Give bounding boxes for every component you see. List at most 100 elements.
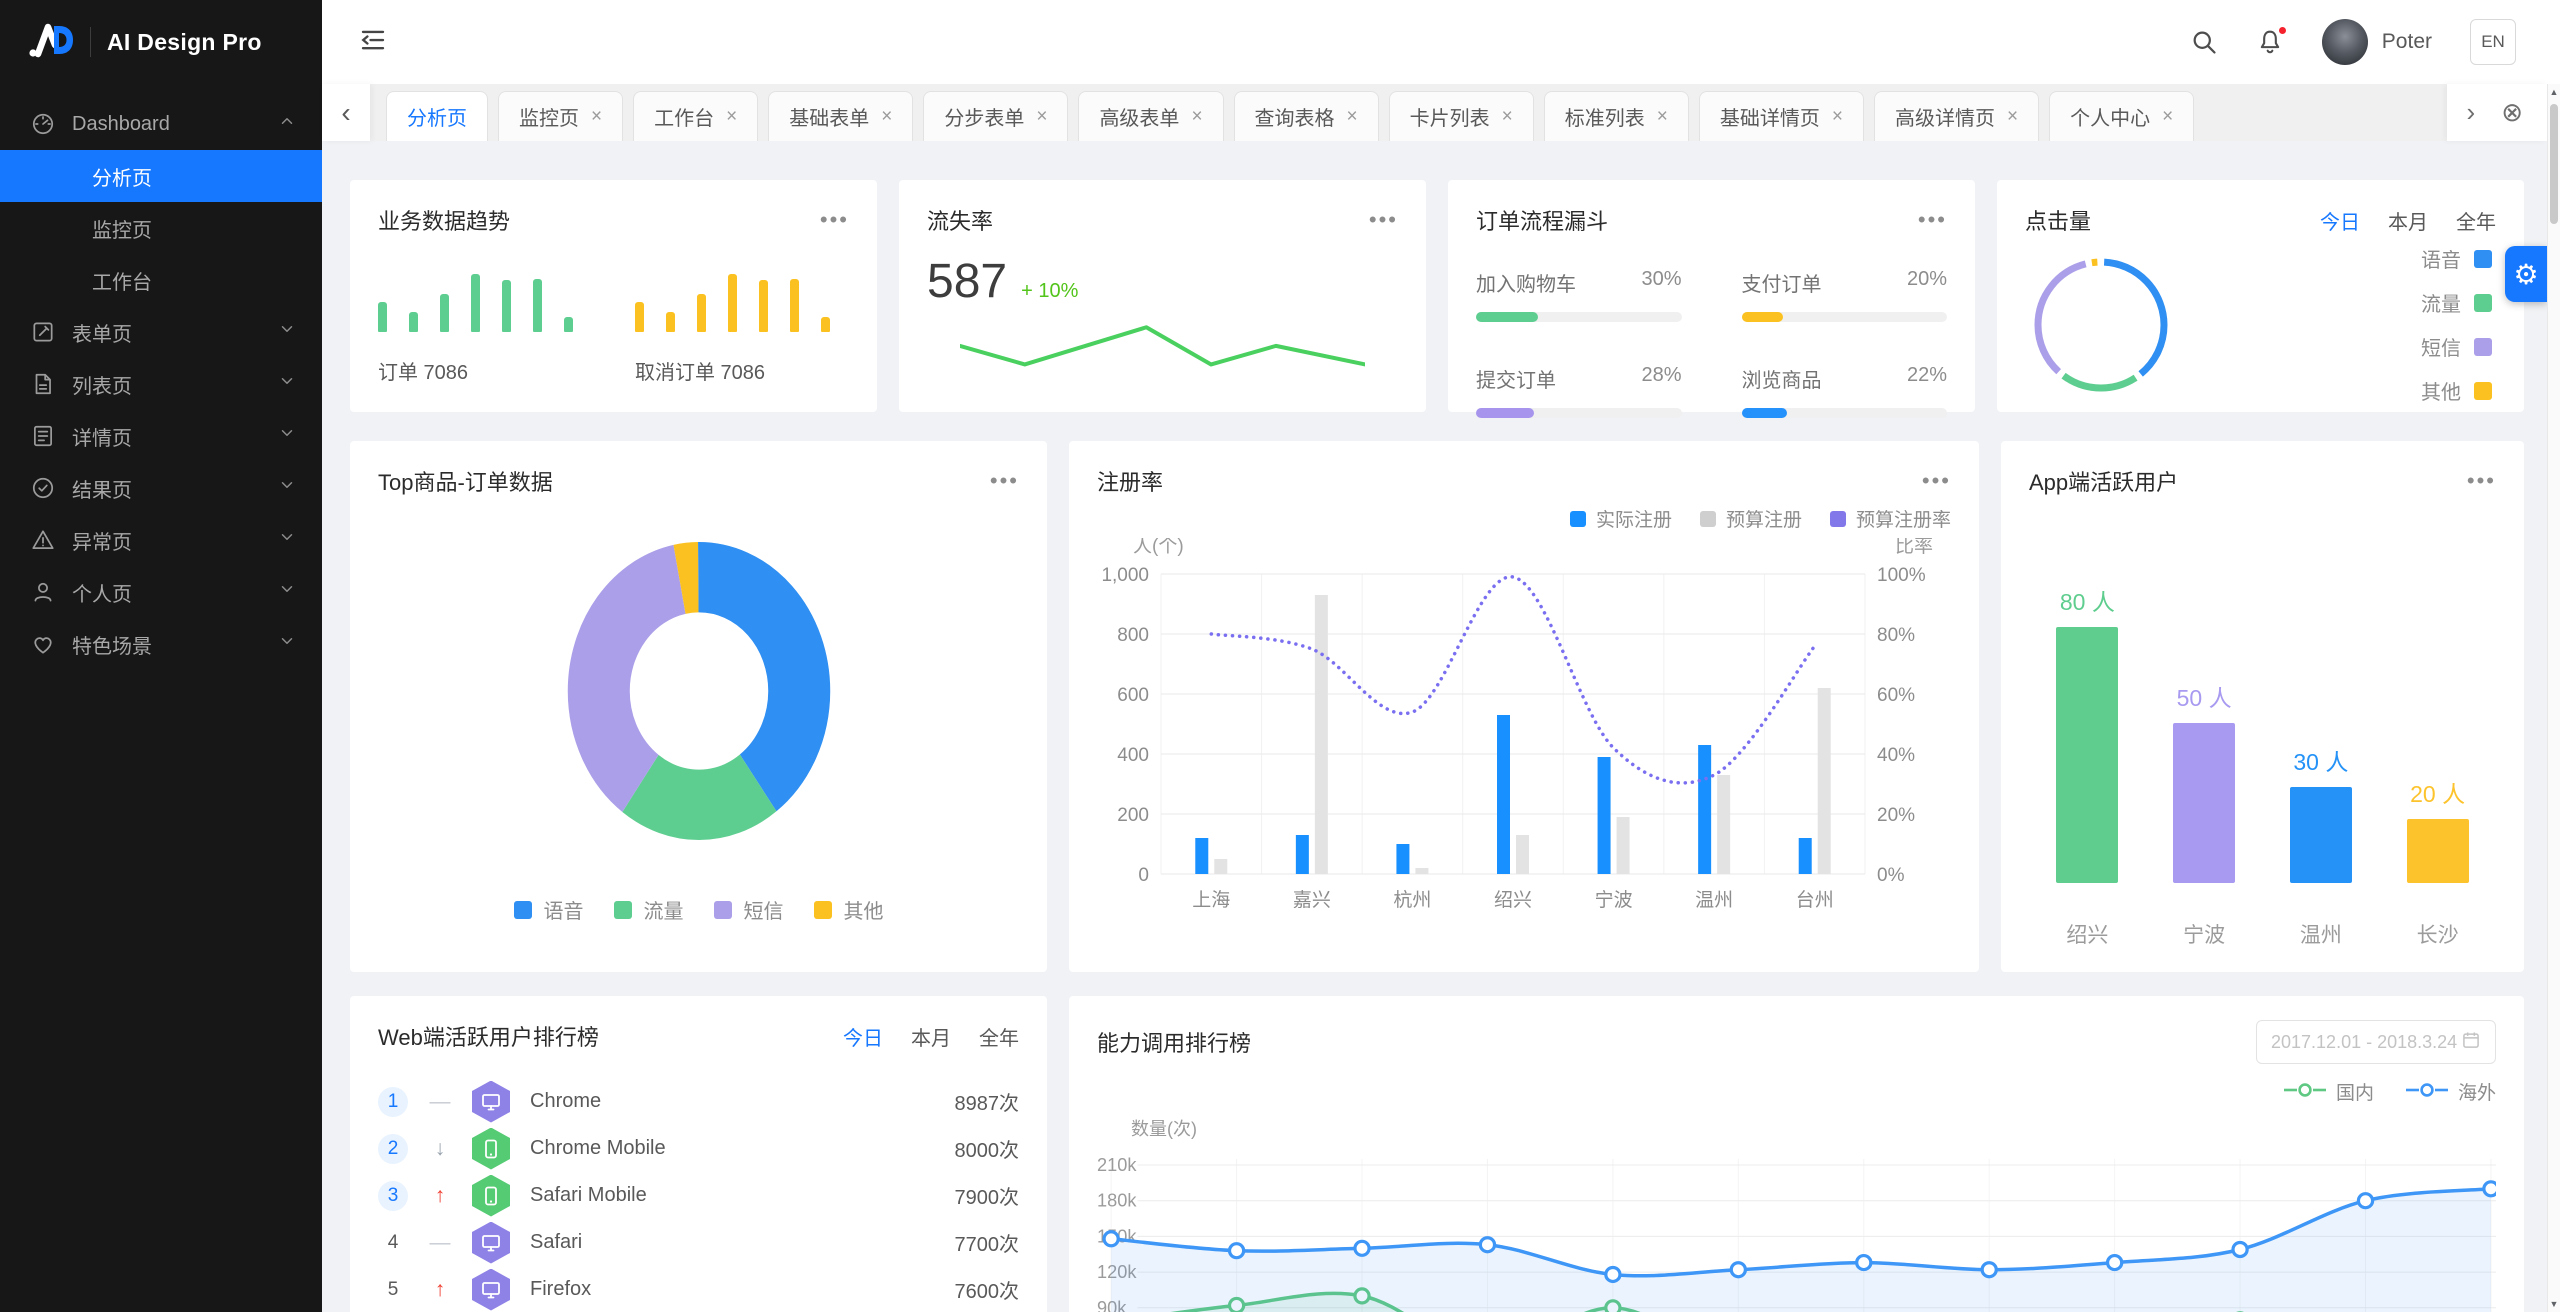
language-switcher[interactable]: EN [2470, 19, 2516, 65]
brand-logo[interactable]: AI Design Pro [0, 0, 322, 84]
sidebar-item-列表页[interactable]: 列表页 [0, 358, 322, 410]
more-icon[interactable]: ••• [1917, 207, 1947, 232]
sidebar-item-label: 结果页 [72, 479, 132, 502]
tab-监控页[interactable]: 监控页 × [498, 91, 624, 141]
tab-close-icon[interactable]: × [1656, 105, 1668, 127]
desktop-icon [472, 1080, 510, 1123]
ranking-row-Chrome[interactable]: 1 — Chrome 8987次 [378, 1078, 1019, 1125]
sidebar-item-结果页[interactable]: 结果页 [0, 462, 322, 514]
ranking-row-Safari Mobile[interactable]: 3 ↑ Safari Mobile 7900次 [378, 1172, 1019, 1219]
tabs-scroll-right-button[interactable]: › [2466, 97, 2476, 127]
bar [378, 301, 387, 332]
tab-工作台[interactable]: 工作台 × [633, 91, 759, 141]
tab-卡片列表[interactable]: 卡片列表 × [1388, 91, 1534, 141]
card-title: 业务数据趋势 [378, 209, 511, 234]
sidebar-item-异常页[interactable]: 异常页 [0, 514, 322, 566]
ranking-row-Safari[interactable]: 4 — Safari 7700次 [378, 1219, 1019, 1266]
segment-语音 [2034, 258, 2168, 391]
tab-close-icon[interactable]: × [2006, 105, 2019, 127]
search-icon[interactable] [2190, 28, 2218, 56]
sidebar-subitem-label: 工作台 [92, 271, 152, 294]
sidebar-item-监控页[interactable]: 监控页 [0, 202, 322, 254]
tab-close-icon[interactable]: × [1036, 105, 1048, 127]
filter-全年[interactable]: 全年 [979, 1027, 1019, 1050]
tabs-scroll-left-button[interactable]: ‹ [322, 84, 370, 141]
more-icon[interactable]: ••• [819, 207, 849, 232]
tab-close-icon[interactable]: × [1346, 105, 1358, 127]
legend-label: 流量 [2421, 294, 2461, 316]
tab-基础详情页[interactable]: 基础详情页 × [1698, 91, 1864, 141]
sidebar-item-个人页[interactable]: 个人页 [0, 566, 322, 618]
legend-item-预算注册: 预算注册 [1699, 505, 1802, 532]
ranking-row-Firefox[interactable]: 5 ↑ Firefox 7600次 [378, 1266, 1019, 1312]
sidebar-subitem-label: 分析页 [92, 167, 152, 190]
tab-close-icon[interactable]: × [2162, 105, 2174, 127]
legend-item-短信: 短信 [2421, 332, 2492, 361]
rank-badge: 3 [378, 1180, 408, 1211]
user-menu[interactable]: Poter [2321, 19, 2432, 65]
card-order-funnel: 订单流程漏斗 ••• 加入购物车 30% 支付订单 20% 提交订单 28% 浏览商品 22% [1448, 180, 1975, 418]
card-title: 流失率 [927, 209, 994, 234]
sidebar-item-Dashboard[interactable]: Dashboard [0, 98, 322, 150]
sidebar-item-label: 异常页 [72, 531, 132, 554]
more-icon[interactable]: ••• [989, 468, 1019, 493]
sidebar-item-表单页[interactable]: 表单页 [0, 306, 322, 358]
more-icon[interactable]: ••• [1368, 207, 1398, 232]
filter-今日[interactable]: 今日 [2320, 211, 2360, 234]
scrollbar-up-arrow[interactable]: ▲ [2549, 87, 2559, 97]
user-icon [30, 579, 56, 605]
menu-fold-icon[interactable] [358, 25, 388, 60]
topbar: Poter EN [322, 0, 2560, 84]
notifications-bell-icon[interactable] [2256, 25, 2288, 56]
sidebar-item-工作台[interactable]: 工作台 [0, 254, 322, 306]
tab-close-icon[interactable]: × [591, 105, 603, 127]
page-scrollbar[interactable]: ▲ ▼ [2547, 84, 2560, 1312]
tab-分析页[interactable]: 分析页 [386, 91, 488, 141]
tab-高级表单[interactable]: 高级表单 × [1078, 91, 1224, 141]
bar [759, 279, 768, 332]
tab-分步表单[interactable]: 分步表单 × [923, 91, 1069, 141]
date-range-picker[interactable]: 2017.12.01 - 2018.3.24 [2256, 1020, 2496, 1064]
funnel-label-row: 支付订单 20% [1742, 268, 1948, 297]
top-goods-donut-chart [567, 541, 830, 841]
ranking-row-Chrome Mobile[interactable]: 2 ↓ Chrome Mobile 8000次 [378, 1125, 1019, 1172]
trend-up-icon: ↑ [434, 1183, 446, 1207]
more-icon[interactable]: ••• [1921, 468, 1951, 493]
scrollbar-down-arrow[interactable]: ▼ [2549, 1299, 2559, 1309]
bar [502, 279, 511, 332]
rank-badge: 4 [387, 1231, 399, 1253]
filter-全年[interactable]: 全年 [2456, 211, 2496, 234]
bar [2406, 819, 2469, 883]
tab-高级详情页[interactable]: 高级详情页 × [1873, 91, 2040, 141]
trend-group-label: 取消订单 7086 [635, 362, 766, 384]
funnel-item-浏览商品: 浏览商品 22% [1741, 364, 1947, 418]
tab-close-icon[interactable]: × [1501, 105, 1513, 127]
tab-close-icon[interactable]: × [1191, 105, 1203, 127]
topbar-actions: Poter EN [2190, 19, 2516, 65]
tab-close-icon[interactable]: × [1831, 105, 1843, 127]
chevron-down-icon [278, 320, 296, 344]
trend-flat-icon: — [429, 1230, 451, 1254]
tab-个人中心[interactable]: 个人中心 × [2049, 91, 2195, 141]
tab-close-icon[interactable]: × [881, 105, 893, 127]
bar [471, 274, 480, 332]
more-icon[interactable]: ••• [2466, 468, 2496, 493]
filter-本月[interactable]: 本月 [2388, 211, 2428, 234]
date-range-value: 2017.12.01 - 2018.3.24 [2271, 1031, 2458, 1052]
filter-今日[interactable]: 今日 [843, 1027, 883, 1050]
sidebar-item-特色场景[interactable]: 特色场景 [0, 618, 322, 670]
sidebar-item-label: 列表页 [72, 375, 132, 398]
tab-基础表单[interactable]: 基础表单 × [768, 91, 914, 141]
theme-settings-button[interactable]: ⚙ [2505, 246, 2547, 302]
sidebar-item-详情页[interactable]: 详情页 [0, 410, 322, 462]
sidebar-item-分析页[interactable]: 分析页 [0, 150, 322, 202]
tab-close-icon[interactable]: × [726, 105, 738, 127]
scrollbar-thumb[interactable] [2550, 104, 2558, 224]
tab-查询表格[interactable]: 查询表格 × [1233, 91, 1379, 141]
legend-label: 实际注册 [1595, 510, 1672, 531]
tab-标准列表[interactable]: 标准列表 × [1543, 91, 1689, 141]
tabs-close-all-button[interactable]: ⊗ [2501, 97, 2523, 127]
card-calls-ranking: 能力调用排行榜 2017.12.01 - 2018.3.24 国内 海外 数量(次… [1069, 996, 2524, 1312]
filter-本月[interactable]: 本月 [911, 1027, 951, 1050]
chevron-up-icon [278, 112, 296, 136]
